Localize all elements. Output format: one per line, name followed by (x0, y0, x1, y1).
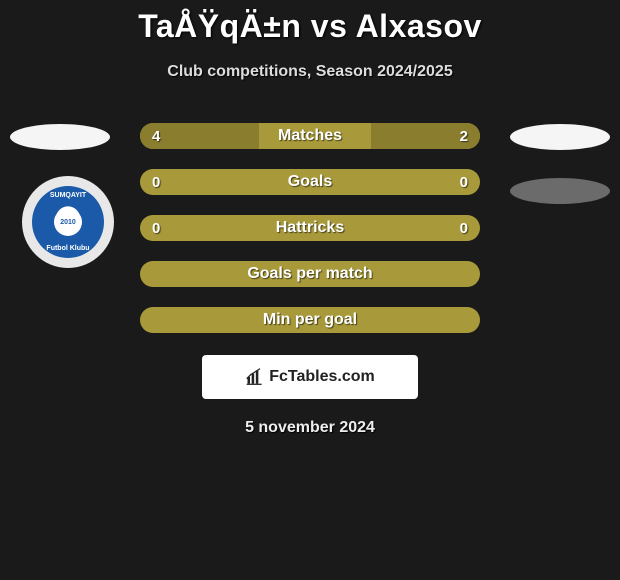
brand-box[interactable]: FcTables.com (202, 355, 418, 399)
brand-text: FcTables.com (269, 368, 375, 386)
player-left-placeholder (10, 124, 110, 150)
club-badge-inner: SUMQAYIT 2010 Futbol Klubu (32, 186, 104, 258)
club-badge: SUMQAYIT 2010 Futbol Klubu (22, 176, 114, 268)
stat-label: Min per goal (263, 311, 357, 329)
player-right-placeholder-1 (510, 124, 610, 150)
club-name-top: SUMQAYIT (32, 192, 104, 199)
stat-value-right: 2 (460, 128, 468, 145)
player-right-placeholder-2 (510, 178, 610, 204)
stat-row: 0 Goals 0 (140, 169, 480, 195)
page-subtitle: Club competitions, Season 2024/2025 (167, 63, 452, 81)
club-name-bottom: Futbol Klubu (32, 245, 104, 252)
stat-row: 4 Matches 2 (140, 123, 480, 149)
stat-row: Min per goal (140, 307, 480, 333)
stat-label: Hattricks (276, 219, 344, 237)
stat-value-right: 0 (460, 174, 468, 191)
stat-value-left: 0 (152, 174, 160, 191)
club-year: 2010 (54, 208, 82, 236)
stat-label: Goals (288, 173, 332, 191)
stat-value-left: 0 (152, 220, 160, 237)
stats-table: 4 Matches 2 0 Goals 0 0 Hattricks 0 Goals per mat… (140, 123, 480, 333)
stat-value-right: 0 (460, 220, 468, 237)
stat-label: Goals per match (247, 265, 372, 283)
page-title: TaÅŸqÄ±n vs Alxasov (138, 8, 482, 45)
stat-row: Goals per match (140, 261, 480, 287)
chart-icon (245, 367, 265, 387)
stat-value-left: 4 (152, 128, 160, 145)
stat-row: 0 Hattricks 0 (140, 215, 480, 241)
stat-label: Matches (278, 127, 342, 145)
date-text: 5 november 2024 (245, 419, 375, 437)
